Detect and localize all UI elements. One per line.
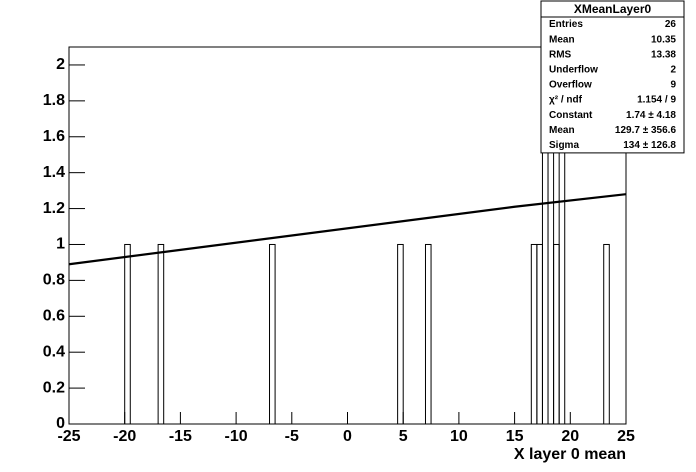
bar [269, 243, 276, 425]
stats-label: Mean [549, 125, 575, 136]
stats-label: Entries [549, 19, 583, 30]
bar [424, 243, 432, 425]
plot-frame [68, 46, 627, 425]
x-tick-label: 20 [561, 428, 579, 445]
y-tick-label: 1.6 [43, 128, 65, 145]
x-tick-label: 10 [450, 428, 468, 445]
y-tick-label: 0.2 [43, 379, 65, 396]
y-tick-label: 1.8 [43, 92, 65, 109]
stats-value: 2 [670, 64, 676, 75]
x-tick-label: -25 [57, 428, 80, 445]
x-tick-label: 25 [617, 428, 635, 445]
x-tick-label: -10 [225, 428, 248, 445]
stats-title: XMeanLayer0 [574, 2, 652, 16]
stats-label: χ² / ndf [549, 95, 583, 106]
x-tick-label: 0 [343, 428, 352, 445]
stats-box [540, 0, 685, 154]
x-tick-label: -15 [169, 428, 192, 445]
stats-value: 26 [665, 19, 677, 30]
stats-value: 13.38 [651, 49, 676, 60]
y-tick-label: 0 [56, 415, 65, 432]
stats-label: RMS [549, 49, 572, 60]
stats-label: Constant [549, 110, 593, 121]
stats-value: 10.35 [651, 34, 676, 45]
y-tick-label: 0.4 [43, 343, 65, 360]
stats-label: Underflow [549, 64, 598, 75]
stats-value: 129.7 ± 356.6 [615, 125, 677, 136]
stats-value: 134 ± 126.8 [623, 140, 676, 151]
bar [124, 243, 131, 425]
y-tick-label: 1.4 [43, 164, 65, 181]
stats-label: Sigma [549, 140, 579, 151]
y-tick-label: 2 [56, 56, 65, 73]
stats-value: 9 [670, 80, 676, 91]
stats-label: Mean [549, 34, 575, 45]
x-tick-label: 15 [506, 428, 524, 445]
x-tick-label: 5 [399, 428, 408, 445]
x-axis-label: X layer 0 mean [514, 446, 626, 463]
y-tick-label: 1.2 [43, 200, 65, 217]
stats-value: 1.154 / 9 [637, 95, 676, 106]
fit-curve [68, 193, 627, 266]
stats-label: Overflow [549, 80, 592, 91]
bar [157, 243, 165, 425]
y-tick-label: 0.6 [43, 308, 65, 325]
bar [397, 243, 404, 425]
y-tick-label: 0.8 [43, 272, 65, 289]
bar [603, 243, 610, 425]
x-tick-label: -20 [113, 428, 136, 445]
x-tick-label: -5 [285, 428, 299, 445]
stats-value: 1.74 ± 4.18 [626, 110, 676, 121]
y-tick-label: 1 [56, 236, 65, 253]
